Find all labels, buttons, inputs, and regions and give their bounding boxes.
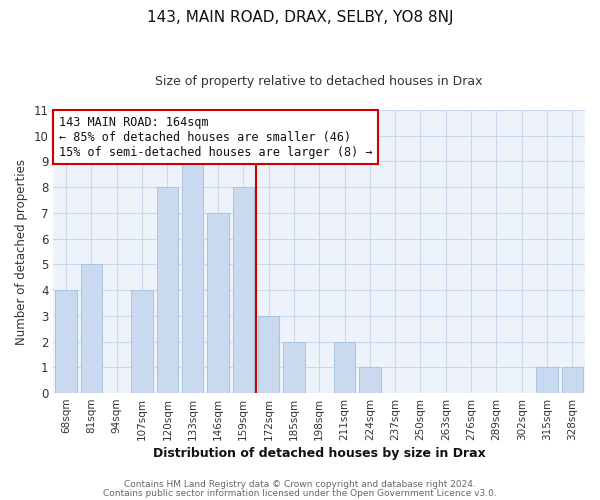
- Text: Contains HM Land Registry data © Crown copyright and database right 2024.: Contains HM Land Registry data © Crown c…: [124, 480, 476, 489]
- Text: 143, MAIN ROAD, DRAX, SELBY, YO8 8NJ: 143, MAIN ROAD, DRAX, SELBY, YO8 8NJ: [147, 10, 453, 25]
- Bar: [258, 316, 280, 393]
- Bar: [55, 290, 77, 393]
- Bar: [233, 187, 254, 393]
- Bar: [157, 187, 178, 393]
- Y-axis label: Number of detached properties: Number of detached properties: [15, 158, 28, 344]
- Text: 143 MAIN ROAD: 164sqm
← 85% of detached houses are smaller (46)
15% of semi-deta: 143 MAIN ROAD: 164sqm ← 85% of detached …: [59, 116, 372, 158]
- Bar: [182, 162, 203, 393]
- Bar: [334, 342, 355, 393]
- Text: Contains public sector information licensed under the Open Government Licence v3: Contains public sector information licen…: [103, 488, 497, 498]
- Title: Size of property relative to detached houses in Drax: Size of property relative to detached ho…: [155, 75, 483, 88]
- Bar: [359, 368, 380, 393]
- Bar: [80, 264, 102, 393]
- Bar: [283, 342, 305, 393]
- Bar: [131, 290, 153, 393]
- Bar: [207, 213, 229, 393]
- Bar: [536, 368, 558, 393]
- Bar: [562, 368, 583, 393]
- X-axis label: Distribution of detached houses by size in Drax: Distribution of detached houses by size …: [153, 447, 485, 460]
